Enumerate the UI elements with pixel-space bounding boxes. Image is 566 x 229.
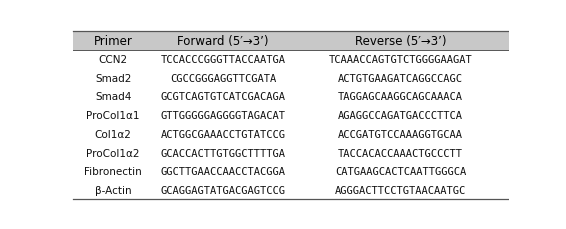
Text: ProCol1α1: ProCol1α1 <box>87 111 140 121</box>
Text: GCAGGAGTATGACGAGTCCG: GCAGGAGTATGACGAGTCCG <box>161 185 286 195</box>
Text: ProCol1α2: ProCol1α2 <box>87 148 140 158</box>
Text: TCCACCCGGGTTACCAATGA: TCCACCCGGGTTACCAATGA <box>161 55 286 65</box>
Text: ACTGGCGAAACCTGTATCCG: ACTGGCGAAACCTGTATCCG <box>161 129 286 139</box>
Text: ACCGATGTCCAAAGGTGCAA: ACCGATGTCCAAAGGTGCAA <box>338 129 463 139</box>
Text: Reverse (5′→3’): Reverse (5′→3’) <box>355 35 447 48</box>
Text: GCGTCAGTGTCATCGACAGA: GCGTCAGTGTCATCGACAGA <box>161 92 286 102</box>
Text: Smad4: Smad4 <box>95 92 131 102</box>
Text: AGGGACTTCCTGTAACAATGC: AGGGACTTCCTGTAACAATGC <box>335 185 466 195</box>
Text: TAGGAGCAAGGCAGCAAACA: TAGGAGCAAGGCAGCAAACA <box>338 92 463 102</box>
Text: CGCCGGGAGGTTCGATA: CGCCGGGAGGTTCGATA <box>170 74 276 83</box>
Text: β-Actin: β-Actin <box>95 185 131 195</box>
Text: GGCTTGAACCAACCTACGGA: GGCTTGAACCAACCTACGGA <box>161 166 286 177</box>
Text: TACCACACCAAACTGCCCTT: TACCACACCAAACTGCCCTT <box>338 148 463 158</box>
Text: Primer: Primer <box>94 35 132 48</box>
Text: TCAAACCAGTGTCTGGGGAAGAT: TCAAACCAGTGTCTGGGGAAGAT <box>329 55 473 65</box>
Text: Forward (5′→3’): Forward (5′→3’) <box>178 35 269 48</box>
Text: CATGAAGCACTCAATTGGGCA: CATGAAGCACTCAATTGGGCA <box>335 166 466 177</box>
Text: ACTGTGAAGATCAGGCCAGC: ACTGTGAAGATCAGGCCAGC <box>338 74 463 83</box>
Bar <box>73 32 508 51</box>
Text: GCACCACTTGTGGCTTTTGA: GCACCACTTGTGGCTTTTGA <box>161 148 286 158</box>
Text: CCN2: CCN2 <box>98 55 128 65</box>
Text: Col1α2: Col1α2 <box>95 129 132 139</box>
Text: Smad2: Smad2 <box>95 74 131 83</box>
Text: AGAGGCCAGATGACCCTTCA: AGAGGCCAGATGACCCTTCA <box>338 111 463 121</box>
Text: Fibronectin: Fibronectin <box>84 166 142 177</box>
Text: GTTGGGGGAGGGGTAGACAT: GTTGGGGGAGGGGTAGACAT <box>161 111 286 121</box>
